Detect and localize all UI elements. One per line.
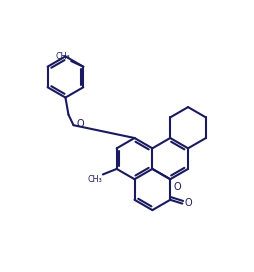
Text: O: O <box>173 182 181 192</box>
Text: CH₃: CH₃ <box>55 52 70 61</box>
Text: O: O <box>76 119 84 129</box>
Text: CH₃: CH₃ <box>87 175 102 184</box>
Text: O: O <box>184 198 192 208</box>
